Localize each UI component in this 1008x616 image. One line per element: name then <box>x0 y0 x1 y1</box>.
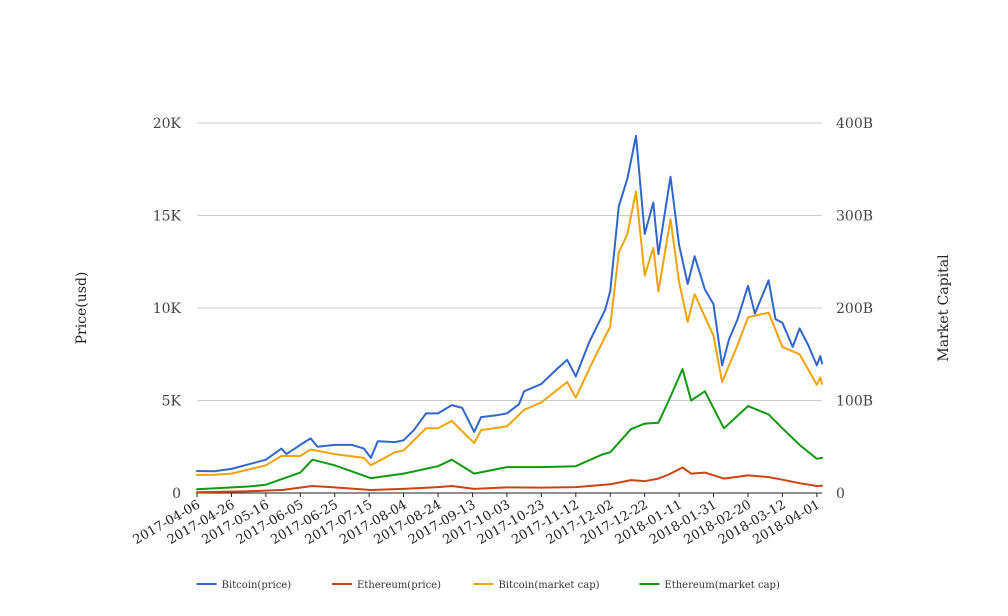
y-right-tick-label: 200B <box>836 301 873 317</box>
legend-label: Bitcoin(price) <box>222 580 292 591</box>
y-axis-left-title: Price(usd) <box>74 272 90 345</box>
y-right-tick-label: 100B <box>836 394 873 410</box>
series-lines <box>196 134 823 494</box>
legend-label: Ethereum(market cap) <box>664 580 780 591</box>
y-right-tick-label: 400B <box>836 116 873 132</box>
gridlines <box>197 122 822 494</box>
y-left-tick-label: 5K <box>162 394 182 410</box>
series-line-bitcoin-market-cap <box>196 190 823 476</box>
y-axis-right-title: Market Capital <box>936 254 952 362</box>
series-line-ethereum-price <box>196 466 823 494</box>
y-right-tick-label: 0 <box>836 486 845 502</box>
legend-label: Ethereum(price) <box>357 580 441 591</box>
y-left-tick-label: 10K <box>153 301 182 317</box>
legend-label: Bitcoin(market cap) <box>499 580 600 591</box>
y-left-tick-label: 0 <box>172 486 181 502</box>
y-left-tick-label: 20K <box>153 116 182 132</box>
series-line-ethereum-market-cap <box>196 368 823 491</box>
series-line-bitcoin-price <box>196 134 823 473</box>
axes: 05K10K15K20K0100B200B300B400B2017-04-062… <box>131 116 873 548</box>
y-right-tick-label: 300B <box>836 209 873 225</box>
y-left-tick-label: 15K <box>153 209 182 225</box>
legend: Bitcoin(price) Ethereum(price) Bitcoin(mar… <box>196 580 780 591</box>
